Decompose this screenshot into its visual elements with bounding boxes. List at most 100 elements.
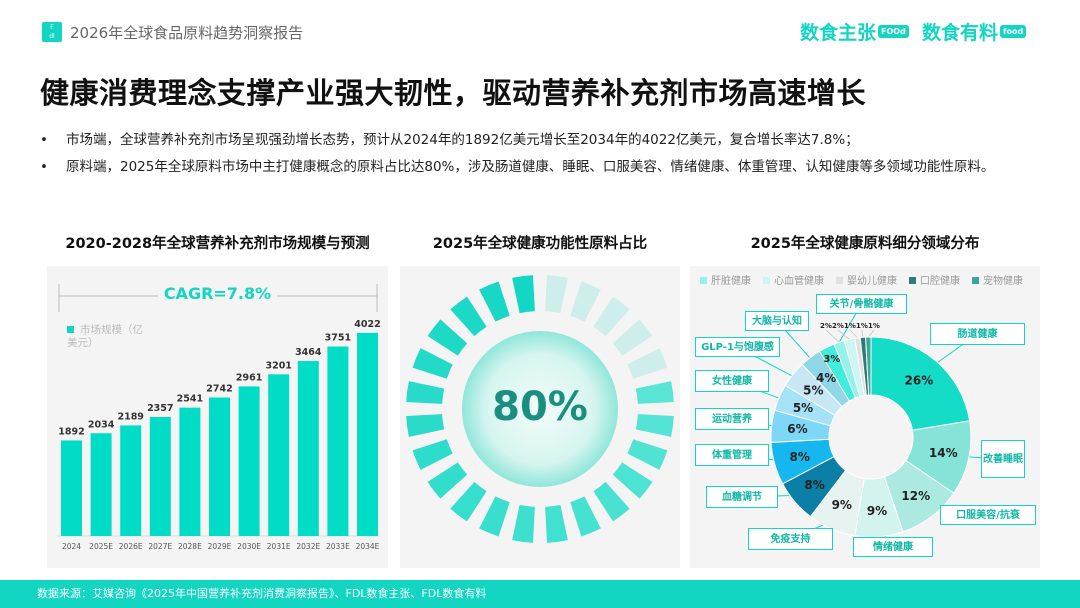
cagr-label: CAGR=7.8% [157, 284, 278, 303]
legend-swatch [836, 277, 843, 284]
brand-logo-1: 数食主张 FOOd [800, 18, 909, 45]
x-tick-label: 2028E [178, 542, 202, 551]
slice-percent-label: 2% [832, 322, 844, 330]
brand-name: 数食有料 [922, 22, 999, 44]
x-tick-label: 2027E [148, 542, 172, 551]
brand-tag: food [1000, 25, 1027, 38]
bar-value-label: 3751 [325, 333, 351, 344]
ring-segment [406, 381, 445, 404]
slice-percent-label: 5% [803, 384, 823, 398]
ring-segment [612, 462, 653, 499]
bar-chart-panel: 1892 2024 2034 2025E 2189 2026E 2357 2027E 2541 2… [47, 266, 388, 568]
slice-callout-label: 女性健康 [695, 370, 769, 392]
ring-segment [479, 281, 510, 322]
bar [120, 425, 142, 536]
ring-center [462, 331, 618, 487]
x-tick-label: 2030E [237, 542, 261, 551]
slice-callout-label: GLP-1与饱腹感 [695, 337, 780, 357]
slice-callout-label: 运动营养 [695, 408, 769, 430]
legend-item: 心血管健康 [763, 272, 824, 287]
slice-percent-label: 2% [820, 322, 832, 330]
bar-value-label: 3464 [295, 347, 322, 358]
legend-item: 宠物健康 [972, 272, 1023, 287]
slice-callout-label: 关节/骨骼健康 [816, 294, 907, 314]
donut-chart: 26%14%12%9%9%8%8%6%5%5%4%3%2% 2% 1% 1% 1% [731, 303, 1004, 548]
ring-value: 80% [492, 384, 588, 430]
ring-segment [450, 481, 487, 522]
ring-segment [545, 504, 568, 543]
bar-value-label: 2541 [177, 394, 203, 405]
small-slice-leader [861, 329, 864, 338]
legend-label: 心血管健康 [774, 276, 824, 287]
ring-segment [627, 348, 668, 379]
legend-swatch [909, 277, 916, 284]
bar [297, 361, 319, 536]
headline: 健康消费理念支撑产业强大韧性，驱动营养补充剂市场高速增长 [40, 76, 867, 110]
bar-chart: 1892202420342025E21892026E23572027E25412… [57, 284, 381, 551]
ring-segment [627, 439, 668, 470]
ring-segment [570, 281, 601, 322]
ring-segment [406, 414, 445, 437]
slice-percent-label: 12% [901, 489, 930, 503]
legend-item: 肝脏健康 [700, 272, 751, 287]
legend-label: 宠物健康 [983, 276, 1023, 287]
slice-percent-label: 3% [823, 354, 840, 365]
donut-slice [865, 336, 872, 396]
ring-segment [593, 296, 630, 337]
bar [268, 374, 290, 536]
slice-percent-label: 14% [929, 446, 958, 460]
ring-segment [512, 275, 535, 314]
legend-swatch [972, 277, 979, 284]
ring-segment [635, 414, 674, 437]
slice-callout-label: 情绪健康 [853, 537, 933, 557]
bullet-text: 市场端，全球营养补充剂市场呈现强劲增长态势，预计从2024年的1892亿美元增长… [66, 132, 859, 148]
slice-percent-label: 9% [867, 504, 887, 518]
bar [149, 416, 171, 536]
x-tick-label: 2025E [89, 542, 113, 551]
legend-label: 婴幼儿健康 [847, 276, 897, 287]
slice-percent-label: 1% [868, 322, 880, 330]
brand-name: 数食主张 [800, 22, 877, 44]
ring-segment [512, 504, 535, 543]
slice-callout-label: 大脑与认知 [745, 311, 809, 331]
bar [90, 433, 112, 536]
bar-chart-title: 2020-2028年全球营养补充剂市场规模与预测 [65, 236, 370, 252]
x-tick-label: 2032E [296, 542, 320, 551]
bar-value-label: 2742 [206, 384, 232, 395]
bullet-text: 原料端，2025年全球原料市场中主打健康概念的原料占比达80%，涉及肠道健康、睡… [66, 159, 995, 175]
ring-chart-title: 2025年全球健康功能性原料占比 [432, 236, 648, 252]
bar [61, 440, 82, 536]
x-tick-label: 2034E [356, 542, 380, 551]
bullet-list: • 市场端，全球营养补充剂市场呈现强劲增长态势，预计从2024年的1892亿美元增… [40, 127, 1050, 181]
ring-segment [427, 462, 468, 499]
bar [238, 386, 260, 536]
slice-callout-label: 肠道健康 [930, 323, 1025, 345]
bar [179, 407, 201, 536]
ring-segment [545, 275, 568, 314]
report-title: 2026年全球食品原料趋势洞察报告 [70, 24, 304, 42]
brand-tag: FOOd [878, 25, 909, 38]
x-tick-label: 2029E [208, 542, 232, 551]
bar-value-label: 4022 [354, 319, 380, 330]
slice-percent-label: 26% [905, 374, 934, 388]
bullet-item: • 市场端，全球营养补充剂市场呈现强劲增长态势，预计从2024年的1892亿美元增… [40, 127, 1050, 154]
bar-value-label: 2189 [117, 411, 143, 422]
bar-value-label: 2034 [88, 419, 115, 430]
x-tick-label: 2031E [267, 542, 291, 551]
slice-percent-label: 1% [856, 322, 868, 330]
ring-segment [412, 348, 453, 379]
small-slice-leader [837, 329, 850, 340]
slice-callout-label: 血糖调节 [706, 486, 778, 508]
slice-percent-label: 8% [804, 478, 824, 492]
legend-item: 婴幼儿健康 [836, 272, 897, 287]
bar-legend: 市场规模（亿美元） [67, 324, 147, 350]
slice-callout-label: 口服美容/抗衰 [940, 505, 1036, 525]
ring-segment [635, 381, 674, 404]
slice-percent-label: 5% [793, 401, 813, 415]
slice-percent-label: 6% [787, 422, 807, 436]
donut-chart-title: 2025年全球健康原料细分领域分布 [750, 236, 980, 252]
small-slice-leader [825, 329, 840, 343]
footer-source: 数据来源：艾媒咨询《2025年中国营养补充剂消费洞察报告》、FDL数食主张、FD… [0, 580, 1080, 608]
brand-logo-2: 数食有料 food [922, 18, 1027, 45]
slice-percent-label: 8% [790, 450, 810, 464]
